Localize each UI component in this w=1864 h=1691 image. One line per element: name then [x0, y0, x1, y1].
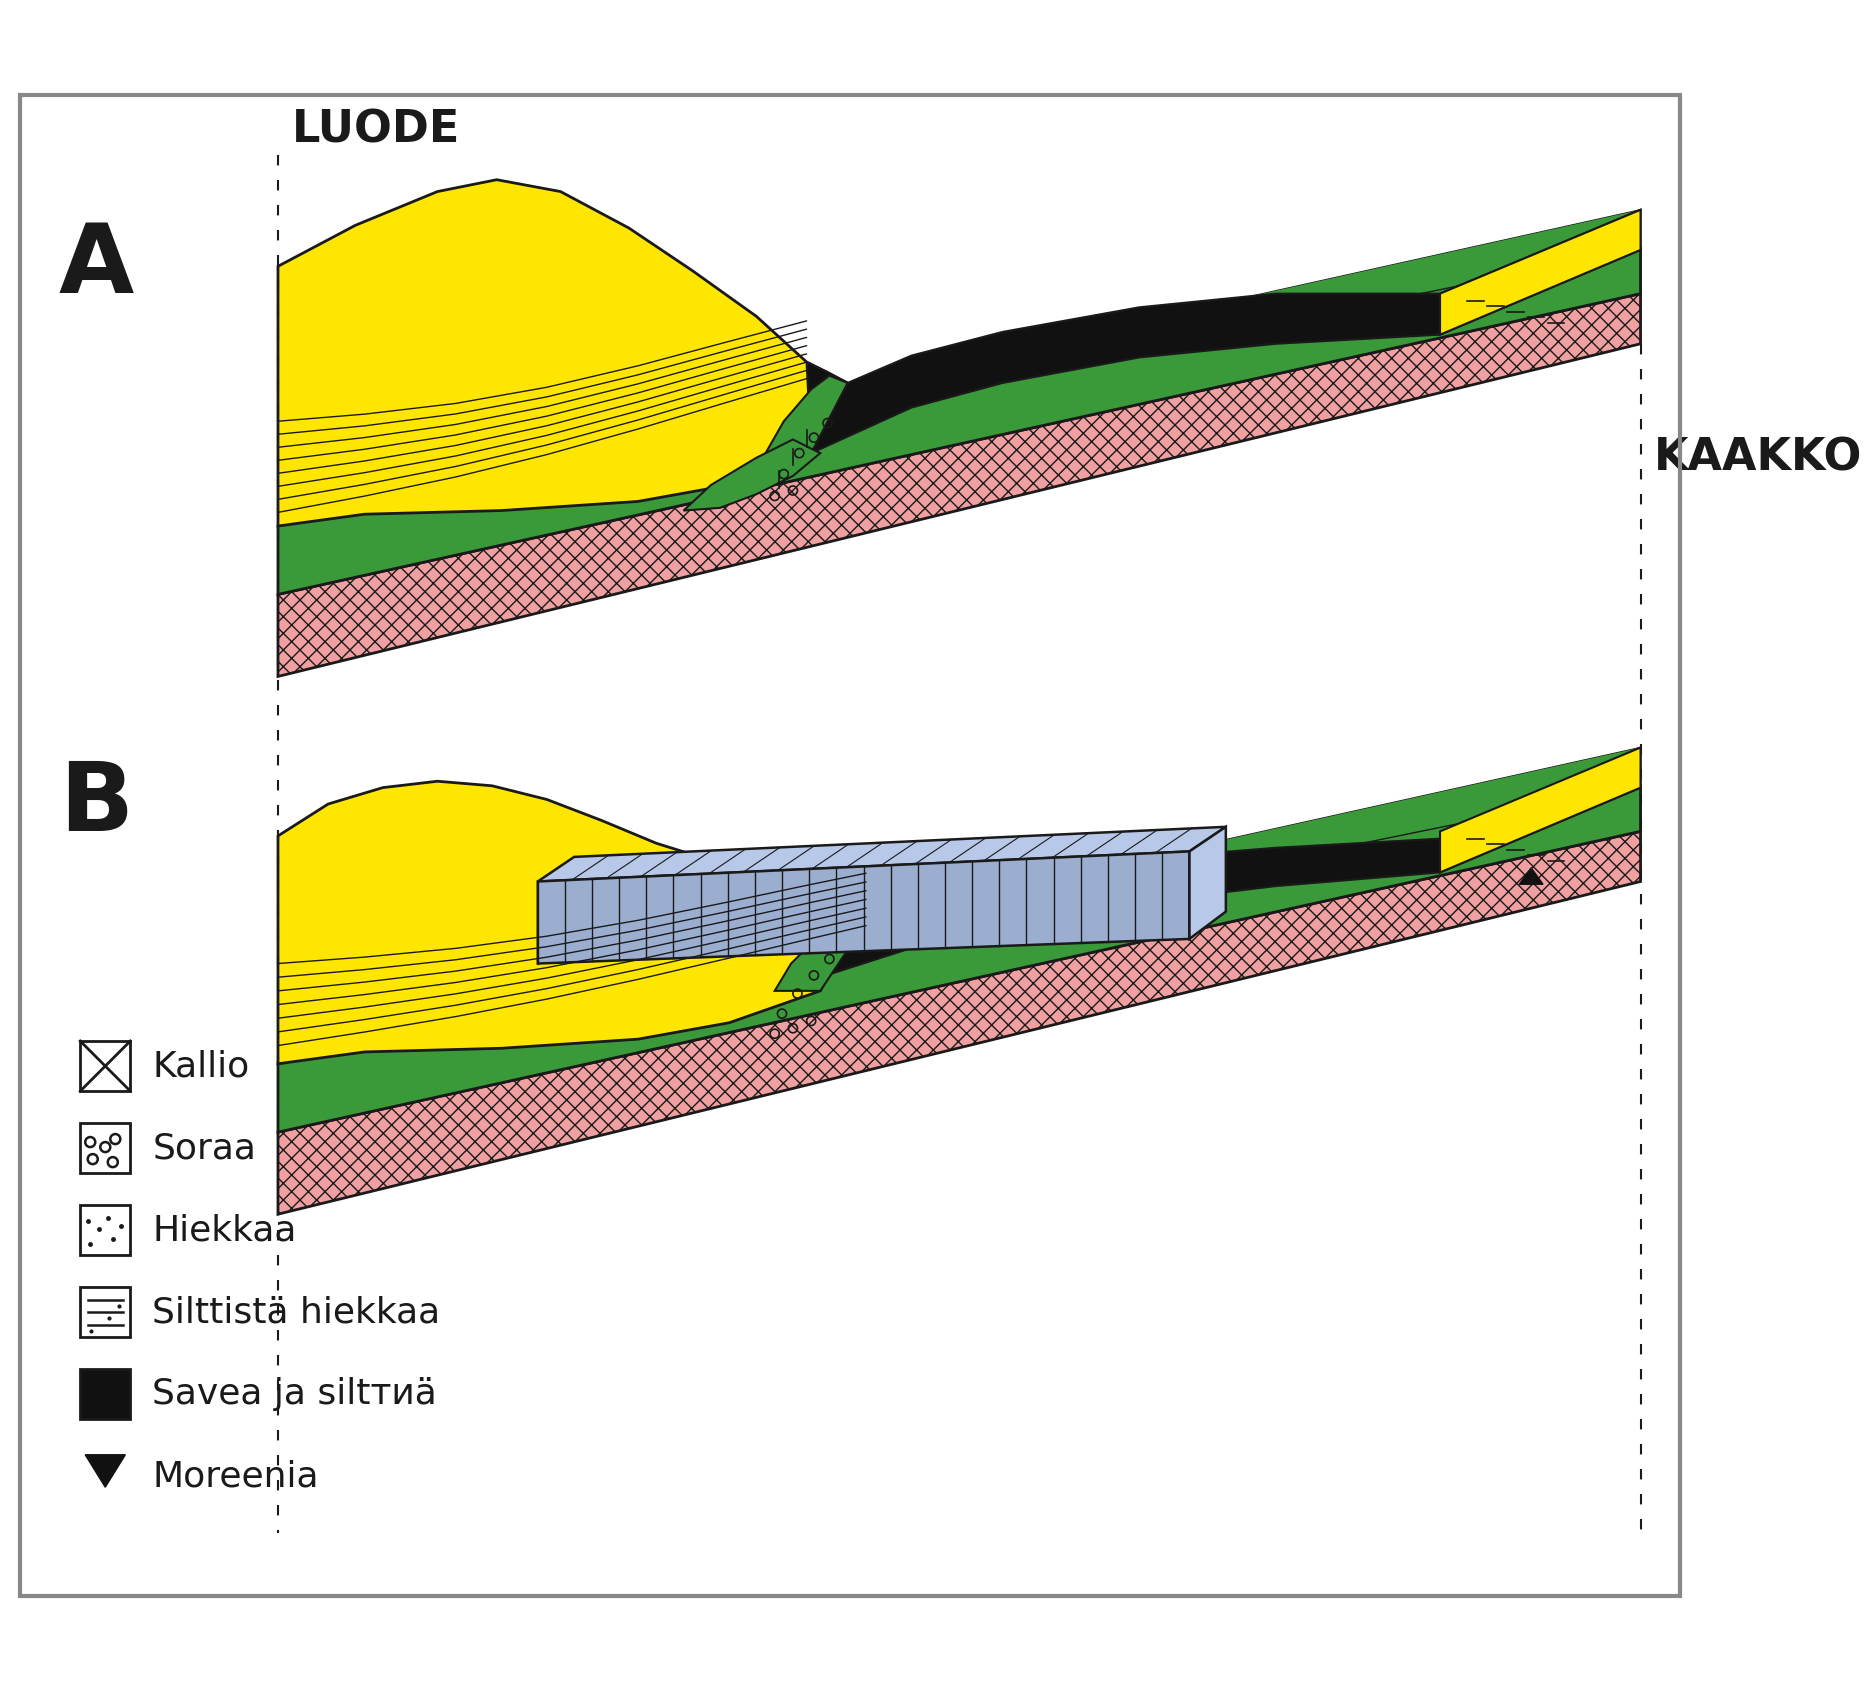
Polygon shape	[278, 747, 1640, 1133]
Polygon shape	[278, 179, 846, 526]
Polygon shape	[537, 827, 1225, 881]
Polygon shape	[766, 375, 846, 453]
Text: Silttistä hiekkaa: Silttistä hiekkaa	[153, 1295, 440, 1329]
Polygon shape	[537, 852, 1189, 964]
Text: Kallio: Kallio	[153, 1048, 250, 1082]
Polygon shape	[86, 1454, 125, 1486]
Polygon shape	[1189, 827, 1225, 939]
Text: Savea ja siltтиä: Savea ja siltтиä	[153, 1376, 436, 1412]
Polygon shape	[1519, 867, 1542, 884]
Bar	[80, 1206, 130, 1255]
Text: Hiekkaa: Hiekkaa	[153, 1212, 296, 1248]
Polygon shape	[278, 832, 1640, 1214]
Text: LUODE: LUODE	[291, 108, 460, 150]
Polygon shape	[805, 210, 1640, 453]
Text: A: A	[58, 220, 132, 313]
Polygon shape	[278, 781, 865, 1064]
Bar	[80, 1370, 130, 1419]
Polygon shape	[820, 747, 1640, 991]
Bar	[80, 1042, 130, 1091]
Bar	[80, 1287, 130, 1338]
Text: B: B	[58, 758, 132, 851]
Polygon shape	[278, 210, 1640, 595]
Polygon shape	[278, 747, 1640, 1064]
Polygon shape	[278, 786, 1640, 1133]
Polygon shape	[278, 249, 1640, 595]
Polygon shape	[1439, 210, 1640, 335]
Text: KAAKKO: KAAKKO	[1653, 436, 1862, 479]
Polygon shape	[278, 210, 1640, 526]
Bar	[80, 1123, 130, 1174]
Polygon shape	[278, 294, 1640, 676]
Polygon shape	[774, 920, 865, 991]
Text: Moreenia: Moreenia	[153, 1459, 319, 1493]
Polygon shape	[684, 440, 820, 511]
Polygon shape	[1439, 747, 1640, 873]
Text: Soraa: Soraa	[153, 1131, 255, 1165]
